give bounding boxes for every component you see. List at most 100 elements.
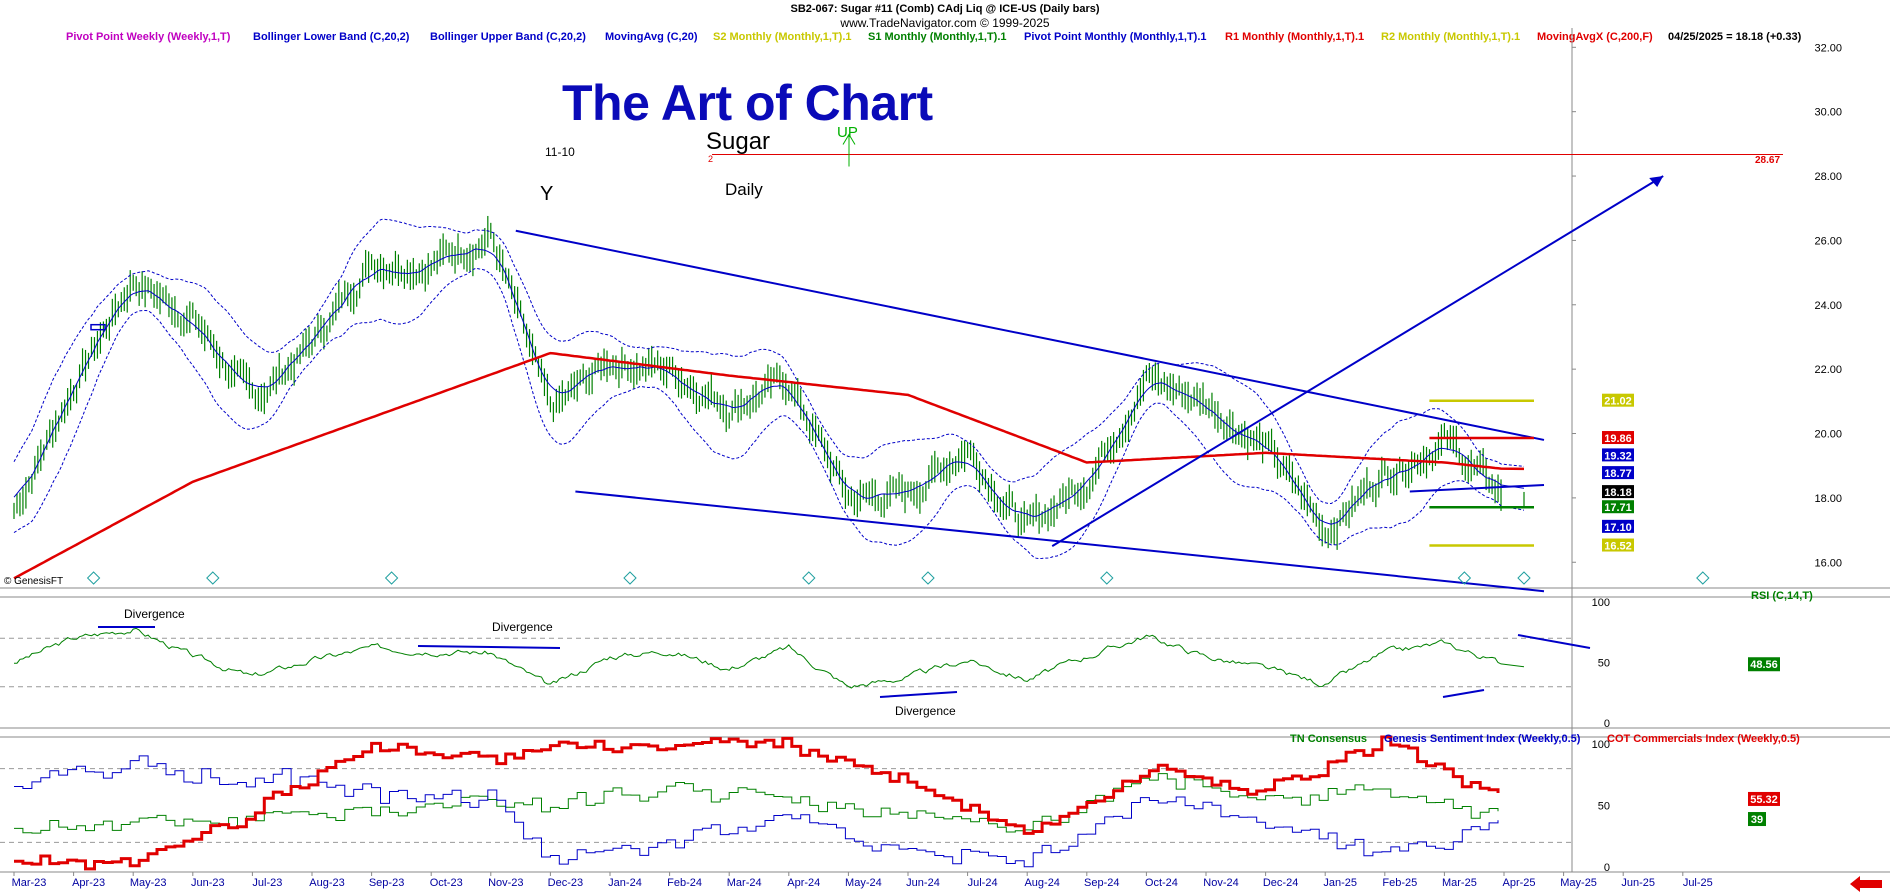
price-tag-label: 18.77 xyxy=(1604,468,1632,480)
scroll-arrow-icon[interactable] xyxy=(1850,876,1884,892)
x-tick-label: Dec-24 xyxy=(1263,877,1298,889)
price-tick-label: 24.00 xyxy=(1814,300,1842,312)
divergence-label-2: Divergence xyxy=(492,620,553,634)
x-tick-label: Nov-24 xyxy=(1203,877,1238,889)
x-tick-label: Sep-23 xyxy=(369,877,404,889)
sentiment-tick-label: 50 xyxy=(1598,801,1610,813)
legend-item[interactable]: R1 Monthly (Monthly,1,T).1 xyxy=(1225,31,1365,43)
legend-item[interactable]: Bollinger Upper Band (C,20,2) xyxy=(430,31,586,43)
x-tick-label: Jan-25 xyxy=(1323,877,1357,889)
price-tick-label: 22.00 xyxy=(1814,364,1842,376)
ma20-line xyxy=(13,248,1525,525)
trendline-arrowhead xyxy=(1649,176,1664,188)
up-arrow-head xyxy=(842,133,856,145)
divergence-line xyxy=(879,691,958,698)
y-mark: Y xyxy=(540,183,554,205)
price-tick-label: 18.00 xyxy=(1814,493,1842,505)
legend-item[interactable]: Pivot Point Weekly (Weekly,1,T) xyxy=(66,31,231,43)
price-tag-box xyxy=(1602,485,1634,499)
price-tag-box xyxy=(1602,466,1634,480)
legend-item[interactable]: MovingAvgX (C,200,F) xyxy=(1537,31,1653,43)
trendline xyxy=(515,229,1545,441)
instrument-description: Sugar #11 (Comb) CAdj Liq @ ICE-US (Dail… xyxy=(840,3,1100,15)
x-tick-label: Jun-23 xyxy=(191,877,225,889)
legend-item[interactable]: 04/25/2025 = 18.18 (+0.33) xyxy=(1668,31,1802,43)
rsi-label: RSI (C,14,T) xyxy=(1751,590,1813,602)
rsi-line xyxy=(13,627,1525,689)
price-tag-box xyxy=(1602,500,1634,514)
tn-last-box xyxy=(1748,812,1766,827)
x-tick-label: Jul-25 xyxy=(1683,877,1713,889)
price-tick-label: 32.00 xyxy=(1814,42,1842,54)
event-diamond-icon xyxy=(384,571,399,585)
ma200-line xyxy=(13,351,1525,580)
x-tick-label: Feb-25 xyxy=(1382,877,1417,889)
instrument-code: SB2-067: xyxy=(790,3,838,15)
x-tick-label: Sep-24 xyxy=(1084,877,1119,889)
legend-item[interactable]: Bollinger Lower Band (C,20,2) xyxy=(253,31,410,43)
price-tag-label: 16.52 xyxy=(1604,541,1632,553)
price-tick-label: 28.00 xyxy=(1814,171,1842,183)
price-tag-label: 17.10 xyxy=(1604,522,1632,534)
event-diamond-icon xyxy=(623,571,637,585)
sentiment-tick-label: 0 xyxy=(1604,862,1610,874)
bollinger-upper-line xyxy=(13,218,1525,505)
price-tag-label: 17.71 xyxy=(1604,502,1632,514)
event-diamond-icon xyxy=(1100,571,1114,585)
divergence-line xyxy=(1517,634,1591,649)
price-tag-label: 21.02 xyxy=(1604,396,1632,408)
tn-last-label: 39 xyxy=(1751,814,1763,826)
sentiment-legend-item[interactable]: Genesis Sentiment Index (Weekly,0.5) xyxy=(1384,733,1581,745)
x-tick-label: Oct-23 xyxy=(430,877,463,889)
price-tick-label: 16.00 xyxy=(1814,557,1842,569)
rsi-tick-label: 50 xyxy=(1598,658,1610,670)
rsi-tick-label: 100 xyxy=(1592,597,1610,609)
event-diamond-icon xyxy=(1696,571,1710,585)
price-tag-box xyxy=(1602,448,1634,462)
x-tick-label: Apr-24 xyxy=(787,877,820,889)
x-tick-label: May-24 xyxy=(845,877,882,889)
sentiment-legend-item[interactable]: COT Commercials Index (Weekly,0.5) xyxy=(1607,733,1800,745)
price-tag-label: 18.18 xyxy=(1604,487,1632,499)
price-tick-label: 26.00 xyxy=(1814,235,1842,247)
code-label: 11-10 xyxy=(545,145,575,159)
chart-header-line1: SB2-067: Sugar #11 (Comb) CAdj Liq @ ICE… xyxy=(0,3,1890,15)
legend-item[interactable]: MovingAvg (C,20) xyxy=(605,31,698,43)
price-tick-label: 20.00 xyxy=(1814,429,1842,441)
x-tick-label: Jul-24 xyxy=(968,877,998,889)
x-tick-label: Nov-23 xyxy=(488,877,523,889)
x-tick-label: Aug-23 xyxy=(309,877,344,889)
event-diamond-icon xyxy=(86,571,101,585)
legend-item[interactable]: Pivot Point Monthly (Monthly,1,T).1 xyxy=(1024,31,1207,43)
rsi-last-label: 48.56 xyxy=(1750,659,1778,671)
x-tick-label: Feb-24 xyxy=(667,877,702,889)
timeframe-label: Daily xyxy=(725,180,763,199)
legend-item[interactable]: S2 Monthly (Monthly,1,T).1 xyxy=(713,31,852,43)
cot-commercials-line xyxy=(14,735,1500,871)
divergence-label-1: Divergence xyxy=(124,607,185,621)
event-diamond-icon xyxy=(206,571,220,585)
weekly-pivot-marker xyxy=(90,323,106,331)
rsi-last-box xyxy=(1748,657,1780,672)
x-tick-label: Jun-24 xyxy=(906,877,940,889)
event-diamond-icon xyxy=(802,571,816,585)
price-tag-label: 19.86 xyxy=(1604,433,1632,445)
copyright-label: © GenesisFT xyxy=(4,576,64,587)
trendline xyxy=(1051,175,1664,548)
sentiment-tick-label: 100 xyxy=(1592,739,1610,751)
x-tick-label: Jan-24 xyxy=(608,877,642,889)
price-tag-label: 19.32 xyxy=(1604,450,1632,462)
event-diamond-icon xyxy=(1517,571,1531,585)
bollinger-lower-line xyxy=(13,267,1525,560)
price-tag-box xyxy=(1602,393,1634,407)
two-mark: 2 xyxy=(708,154,714,164)
up-mark: UP xyxy=(837,124,858,141)
legend-item[interactable]: R2 Monthly (Monthly,1,T).1 xyxy=(1381,31,1521,43)
x-tick-label: Oct-24 xyxy=(1145,877,1178,889)
price-tag-box xyxy=(1602,431,1634,445)
event-diamond-icon xyxy=(921,571,935,585)
legend-item[interactable]: S1 Monthly (Monthly,1,T).1 xyxy=(868,31,1007,43)
sentiment-legend-item[interactable]: TN Consensus xyxy=(1290,733,1368,745)
cot-last-box xyxy=(1748,791,1780,806)
